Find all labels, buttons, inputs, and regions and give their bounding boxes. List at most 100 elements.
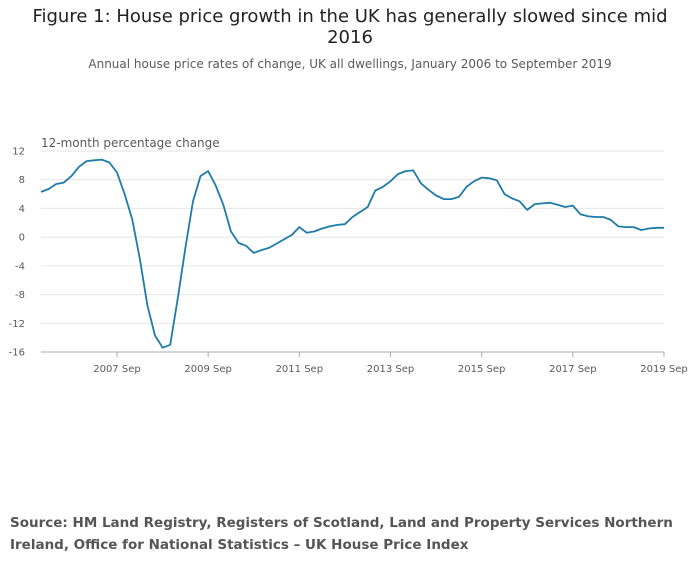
- y-tick-label: 4: [19, 204, 25, 215]
- data-point: [61, 180, 67, 186]
- data-point: [623, 224, 629, 230]
- data-point: [167, 342, 173, 348]
- data-point: [631, 224, 637, 230]
- data-point: [46, 186, 52, 192]
- data-point: [410, 167, 416, 173]
- data-point: [122, 191, 128, 197]
- data-point: [76, 164, 82, 170]
- data-point: [653, 225, 659, 231]
- data-point: [502, 191, 508, 197]
- data-point: [532, 201, 538, 207]
- data-point: [395, 171, 401, 177]
- data-point: [539, 200, 545, 206]
- data-point: [600, 214, 606, 220]
- data-point: [228, 228, 234, 234]
- data-point: [585, 213, 591, 219]
- data-point: [220, 202, 226, 208]
- y-tick-label: -8: [15, 290, 25, 301]
- data-point: [448, 196, 454, 202]
- x-axis-ticks: 2007 Sep 2009 Sep 2011 Sep 2013 Sep 2015 Sep…: [93, 352, 688, 375]
- data-point: [296, 224, 302, 230]
- chart-subtitle: Annual house price rates of change, UK a…: [88, 57, 612, 71]
- data-point: [129, 216, 135, 222]
- y-tick-label: 0: [19, 233, 25, 244]
- x-tick-label: 2007 Sep: [93, 364, 140, 375]
- x-tick-label: 2015 Sep: [458, 364, 505, 375]
- data-point: [137, 256, 143, 262]
- data-point: [388, 178, 394, 184]
- data-point: [266, 245, 272, 251]
- data-point: [68, 173, 74, 179]
- y-tick-label: 8: [19, 175, 25, 186]
- data-point: [517, 198, 523, 204]
- data-point: [433, 193, 439, 199]
- data-point: [593, 214, 599, 220]
- y-tick-label: 12: [12, 147, 25, 158]
- data-point: [334, 222, 340, 228]
- data-point: [243, 243, 249, 249]
- data-point: [175, 295, 181, 301]
- data-point: [289, 232, 295, 238]
- y-tick-label: -12: [9, 319, 25, 330]
- data-point: [661, 225, 667, 231]
- data-point: [615, 223, 621, 229]
- chart-title-line2: 2016: [327, 27, 373, 48]
- data-point: [319, 226, 325, 232]
- series-line: [40, 158, 664, 349]
- data-point: [486, 175, 492, 181]
- data-point: [182, 245, 188, 251]
- data-point: [464, 184, 470, 190]
- data-point: [524, 207, 530, 213]
- data-point: [471, 178, 477, 184]
- data-point: [114, 170, 120, 176]
- data-point: [38, 189, 44, 195]
- data-point: [509, 195, 515, 201]
- x-tick-label: 2013 Sep: [367, 364, 414, 375]
- data-point: [84, 158, 90, 164]
- series-points: [38, 157, 667, 351]
- data-point: [365, 204, 371, 210]
- data-point: [372, 188, 378, 194]
- source-note: Source: HM Land Registry, Registers of S…: [10, 515, 673, 553]
- data-point: [251, 250, 257, 256]
- data-point: [53, 181, 59, 187]
- data-point: [236, 240, 242, 246]
- data-point: [258, 247, 264, 253]
- data-point: [547, 200, 553, 206]
- data-point: [608, 217, 614, 223]
- grid-lines: [41, 150, 664, 353]
- data-point: [562, 204, 568, 210]
- x-tick-label: 2017 Sep: [549, 364, 596, 375]
- x-tick-label: 2009 Sep: [184, 364, 231, 375]
- data-point: [312, 228, 318, 234]
- data-point: [91, 157, 97, 163]
- data-point: [357, 209, 363, 215]
- data-point: [418, 180, 424, 186]
- y-tick-label: -4: [15, 261, 25, 272]
- data-point: [638, 227, 644, 233]
- data-point: [646, 226, 652, 232]
- data-point: [106, 160, 112, 166]
- y-axis-label: 12-month percentage change: [41, 136, 220, 150]
- y-tick-label: -16: [9, 348, 25, 359]
- data-point: [441, 196, 447, 202]
- data-point: [205, 168, 211, 174]
- data-point: [144, 302, 150, 308]
- data-point: [190, 198, 196, 204]
- line-chart: 12 8 4 0 -4 -8 -12 -16 2007 Sep 2009 Sep 2011 Sep…: [9, 147, 688, 376]
- chart-title: Figure 1: House price growth in the UK h…: [0, 6, 700, 48]
- data-point: [479, 175, 485, 181]
- data-point: [342, 221, 348, 227]
- x-tick-label: 2011 Sep: [276, 364, 323, 375]
- data-point: [198, 173, 204, 179]
- data-point: [570, 203, 576, 209]
- data-point: [281, 236, 287, 242]
- data-point: [494, 177, 500, 183]
- data-point: [555, 202, 561, 208]
- data-point: [99, 157, 105, 163]
- data-point: [456, 194, 462, 200]
- data-point: [160, 345, 166, 351]
- data-point: [274, 241, 280, 247]
- data-point: [426, 187, 432, 193]
- data-point: [304, 230, 310, 236]
